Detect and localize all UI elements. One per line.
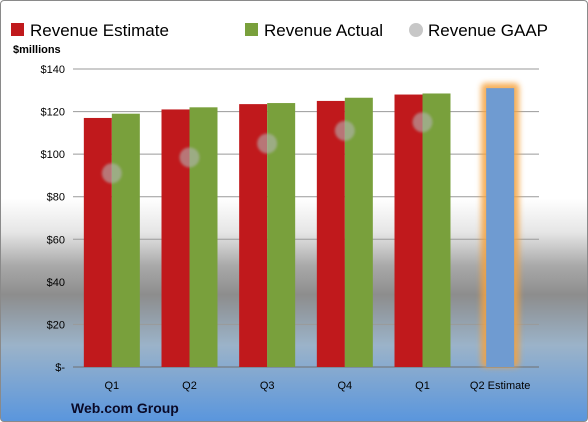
y-tick-label: $120 (41, 107, 65, 119)
bar (83, 117, 112, 367)
gaap-markers (101, 112, 433, 184)
legend-label: Revenue Actual (264, 21, 383, 40)
legend-swatch (409, 23, 423, 37)
legend-label: Revenue Estimate (30, 21, 169, 40)
brand-label: Web.com Group (71, 400, 179, 416)
bar (189, 107, 218, 368)
y-tick-label: $- (55, 362, 65, 374)
bar (344, 97, 373, 367)
legend: Revenue Estimate Revenue Actual Revenue GA… (11, 21, 548, 40)
legend-swatch (245, 23, 258, 36)
x-tick-label: Q1 (415, 380, 430, 392)
x-tick-label: Q2 Estimate (470, 380, 531, 392)
gaap-marker (101, 163, 122, 184)
unit-label: $millions (13, 44, 61, 56)
gaap-marker (412, 112, 433, 133)
estimate-bar (486, 88, 515, 368)
gaap-marker (179, 147, 200, 168)
bars (83, 93, 451, 368)
bar (422, 93, 451, 367)
x-axis-ticks: Q1 Q2 Q3 Q4 Q1 Q2 Estimate (104, 380, 530, 392)
x-tick-label: Q4 (337, 380, 352, 392)
bar (111, 113, 140, 367)
highlight (481, 83, 520, 368)
gridlines (73, 68, 539, 368)
y-tick-label: $100 (41, 149, 65, 161)
legend-swatch (11, 23, 24, 36)
x-tick-label: Q1 (104, 380, 119, 392)
y-tick-label: $40 (47, 277, 65, 289)
y-tick-label: $140 (41, 64, 65, 76)
x-tick-label: Q3 (260, 380, 275, 392)
y-tick-label: $80 (47, 192, 65, 204)
gaap-marker (334, 120, 355, 141)
y-axis-ticks: $- $20 $40 $60 $80 $100 $120 $140 (41, 64, 66, 374)
bar (394, 94, 423, 368)
legend-label: Revenue GAAP (428, 21, 548, 40)
gaap-marker (257, 133, 278, 154)
x-tick-label: Q2 (182, 380, 197, 392)
bar (161, 109, 190, 367)
bar (316, 100, 345, 367)
y-tick-label: $20 (47, 319, 65, 331)
y-tick-label: $60 (47, 234, 65, 246)
